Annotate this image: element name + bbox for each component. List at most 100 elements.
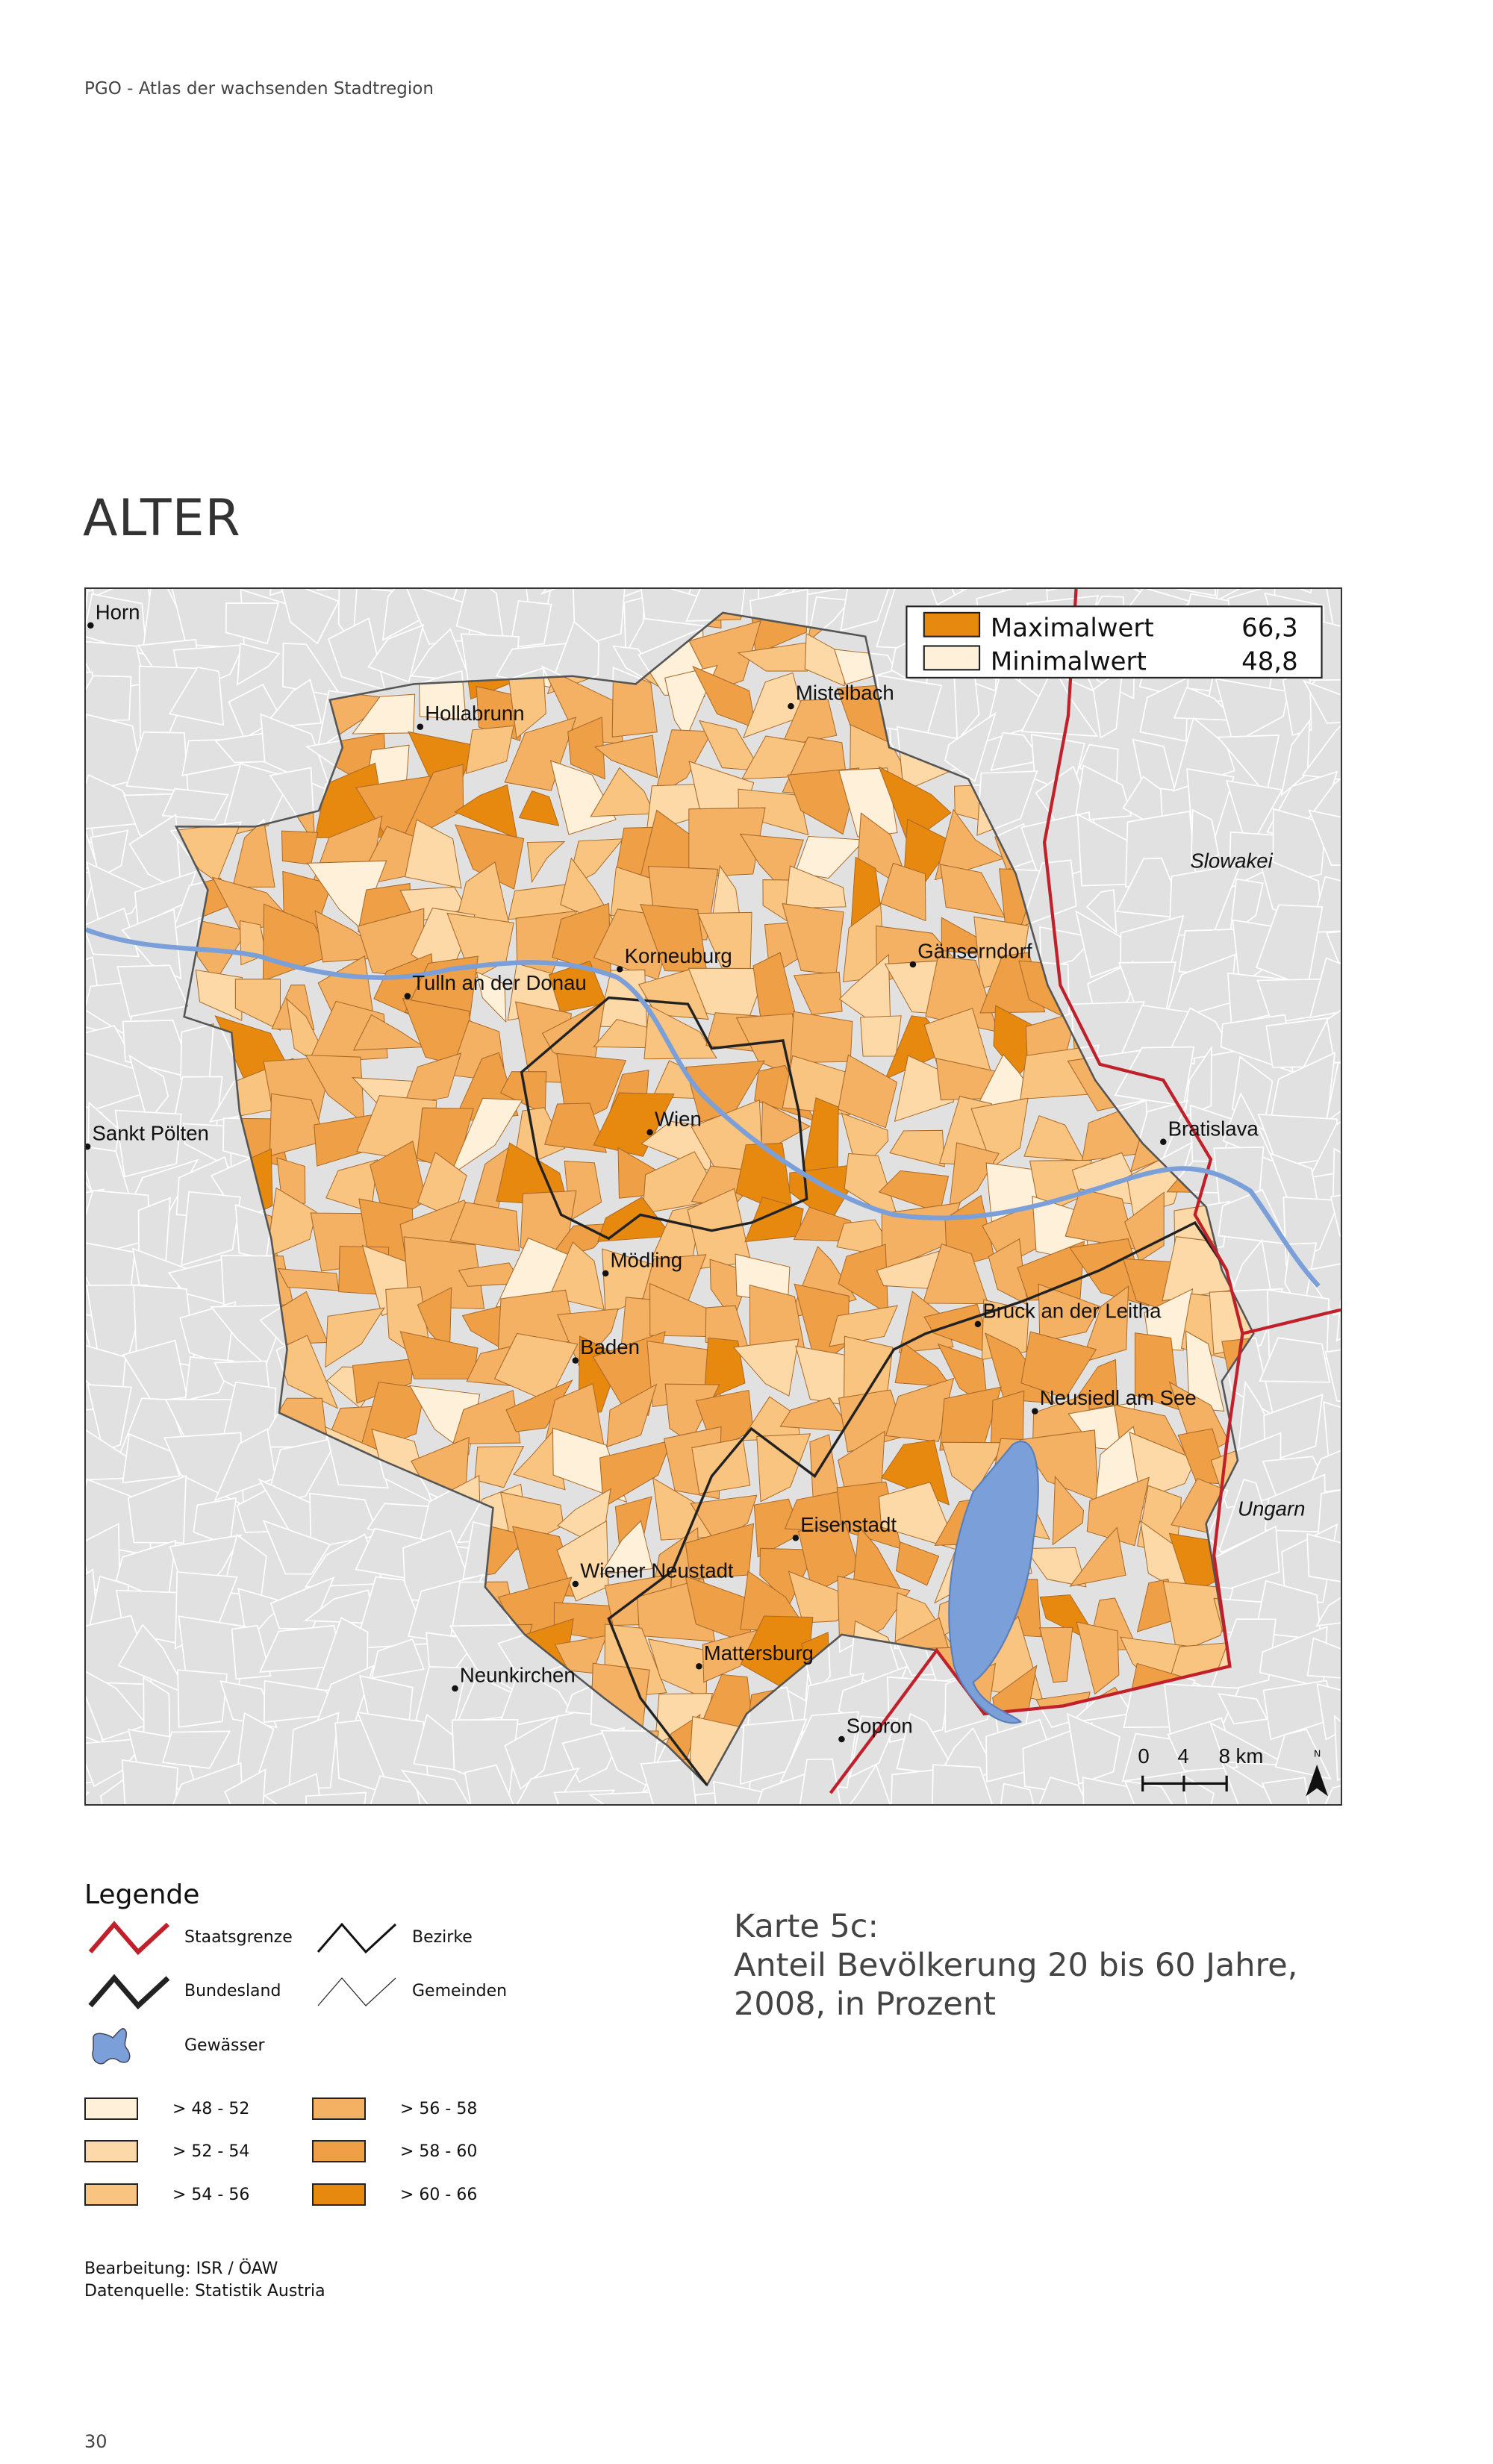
municipality — [1023, 1114, 1085, 1161]
municipality — [1308, 1121, 1341, 1179]
page-title: ALTER — [83, 489, 241, 548]
place-hollabrunn: Hollabrunn — [417, 702, 525, 730]
municipality — [168, 666, 225, 726]
class-swatch — [312, 2140, 366, 2162]
municipality — [454, 824, 525, 891]
municipality — [405, 819, 462, 889]
municipality — [1299, 589, 1312, 594]
municipality — [231, 1624, 272, 1680]
municipality — [780, 699, 838, 747]
municipality — [1190, 808, 1220, 866]
municipality — [1215, 589, 1241, 602]
municipality — [403, 1236, 485, 1310]
zigzag-thin-icon — [317, 1977, 396, 2006]
municipality — [325, 1307, 385, 1368]
place-korneuburg: Korneuburg — [617, 944, 732, 973]
municipality — [180, 1023, 214, 1080]
municipality — [504, 1714, 559, 1790]
place-horn: Horn — [87, 600, 140, 629]
municipality — [785, 865, 847, 909]
municipality — [496, 1668, 573, 1730]
svg-text:8 km: 8 km — [1219, 1744, 1264, 1768]
svg-text:Bratislava: Bratislava — [1168, 1117, 1259, 1140]
country-label-slowakei: Slowakei — [1190, 849, 1273, 873]
svg-text:Sankt Pölten: Sankt Pölten — [92, 1122, 208, 1145]
municipality — [1067, 1712, 1120, 1785]
municipality — [1052, 1475, 1085, 1546]
municipality — [225, 602, 280, 645]
svg-text:Wiener Neustadt: Wiener Neustadt — [580, 1559, 734, 1582]
municipality — [787, 767, 860, 835]
municipality — [371, 1638, 425, 1679]
municipality — [1038, 1777, 1088, 1804]
municipality — [889, 1129, 945, 1167]
scale-bar: 0 4 8 km — [1138, 1744, 1263, 1791]
municipality — [638, 969, 709, 1020]
svg-text:N: N — [1314, 1748, 1321, 1759]
municipality — [449, 1097, 523, 1177]
municipality — [1261, 1777, 1310, 1804]
place-neunkirchen: Neunkirchen — [452, 1664, 576, 1692]
municipality — [688, 807, 766, 878]
legend-staatsgrenze: Staatsgrenze — [84, 1918, 293, 1956]
municipality — [1185, 1330, 1225, 1412]
place-wiener-neustadt: Wiener Neustadt — [572, 1559, 734, 1588]
municipality — [1303, 679, 1341, 724]
municipality — [838, 1054, 898, 1129]
class-swatch — [312, 2183, 366, 2206]
municipality — [86, 1791, 90, 1797]
legend-class: > 54 - 56 — [84, 2183, 249, 2206]
municipality — [1020, 664, 1099, 737]
choropleth-map: Horn Hollabrunn Mistelbach Korneuburg Gänser… — [84, 587, 1342, 1806]
legend-title: Legende — [84, 1880, 200, 1910]
municipality — [505, 1379, 573, 1432]
country-label-ungarn: Ungarn — [1238, 1497, 1305, 1520]
place-tulln-an-der-donau: Tulln an der Donau — [404, 971, 587, 999]
place-eisenstadt: Eisenstadt — [792, 1513, 897, 1541]
municipality — [859, 1015, 902, 1057]
municipality — [640, 1758, 697, 1804]
zigzag-black-icon — [317, 1922, 397, 1954]
municipality — [1209, 1288, 1254, 1355]
municipality — [122, 1432, 181, 1484]
municipality — [599, 1520, 653, 1575]
municipality — [891, 1768, 946, 1804]
lake-neusiedl — [948, 1441, 1039, 1724]
state-border — [829, 589, 1341, 1794]
min-value: 48,8 — [1241, 646, 1298, 676]
municipality — [1069, 1526, 1126, 1587]
municipality — [790, 1011, 853, 1064]
class-swatch — [312, 2097, 366, 2120]
svg-text:Mattersburg: Mattersburg — [704, 1641, 814, 1665]
svg-text:0: 0 — [1138, 1744, 1149, 1768]
legend-gemeinden: Gemeinden — [312, 1972, 507, 2009]
place-bratislava: Bratislava — [1160, 1117, 1259, 1146]
municipality — [352, 1358, 414, 1404]
municipality — [690, 1494, 758, 1544]
municipality — [1082, 1777, 1144, 1804]
municipality — [1017, 1241, 1085, 1301]
municipality — [234, 979, 281, 1032]
municipality — [738, 788, 809, 836]
svg-text:Hollabrunn: Hollabrunn — [425, 702, 524, 725]
svg-text:Eisenstadt: Eisenstadt — [800, 1513, 897, 1536]
municipality — [512, 1429, 566, 1491]
legend-class: > 58 - 60 — [312, 2140, 477, 2162]
municipality — [1086, 1476, 1150, 1547]
municipality — [452, 1389, 521, 1444]
extremes-box: Maximalwert Minimalwert 66,3 48,8 — [906, 605, 1323, 679]
municipality — [1306, 1532, 1341, 1582]
municipality — [623, 596, 646, 657]
map-caption: Karte 5c: Anteil Bevölkerung 20 bis 60 J… — [734, 1908, 1298, 2023]
municipality — [262, 1519, 331, 1575]
max-label: Maximalwert — [991, 614, 1154, 643]
municipality — [181, 1191, 241, 1267]
municipality — [1332, 1147, 1341, 1210]
municipality — [885, 1377, 955, 1442]
municipality — [1080, 1285, 1129, 1364]
zigzag-red-icon — [88, 1921, 170, 1956]
place-neusiedl-am-see: Neusiedl am See — [1032, 1386, 1197, 1415]
municipality — [476, 971, 507, 1023]
municipality — [970, 1097, 1029, 1168]
municipality — [1326, 1009, 1341, 1064]
